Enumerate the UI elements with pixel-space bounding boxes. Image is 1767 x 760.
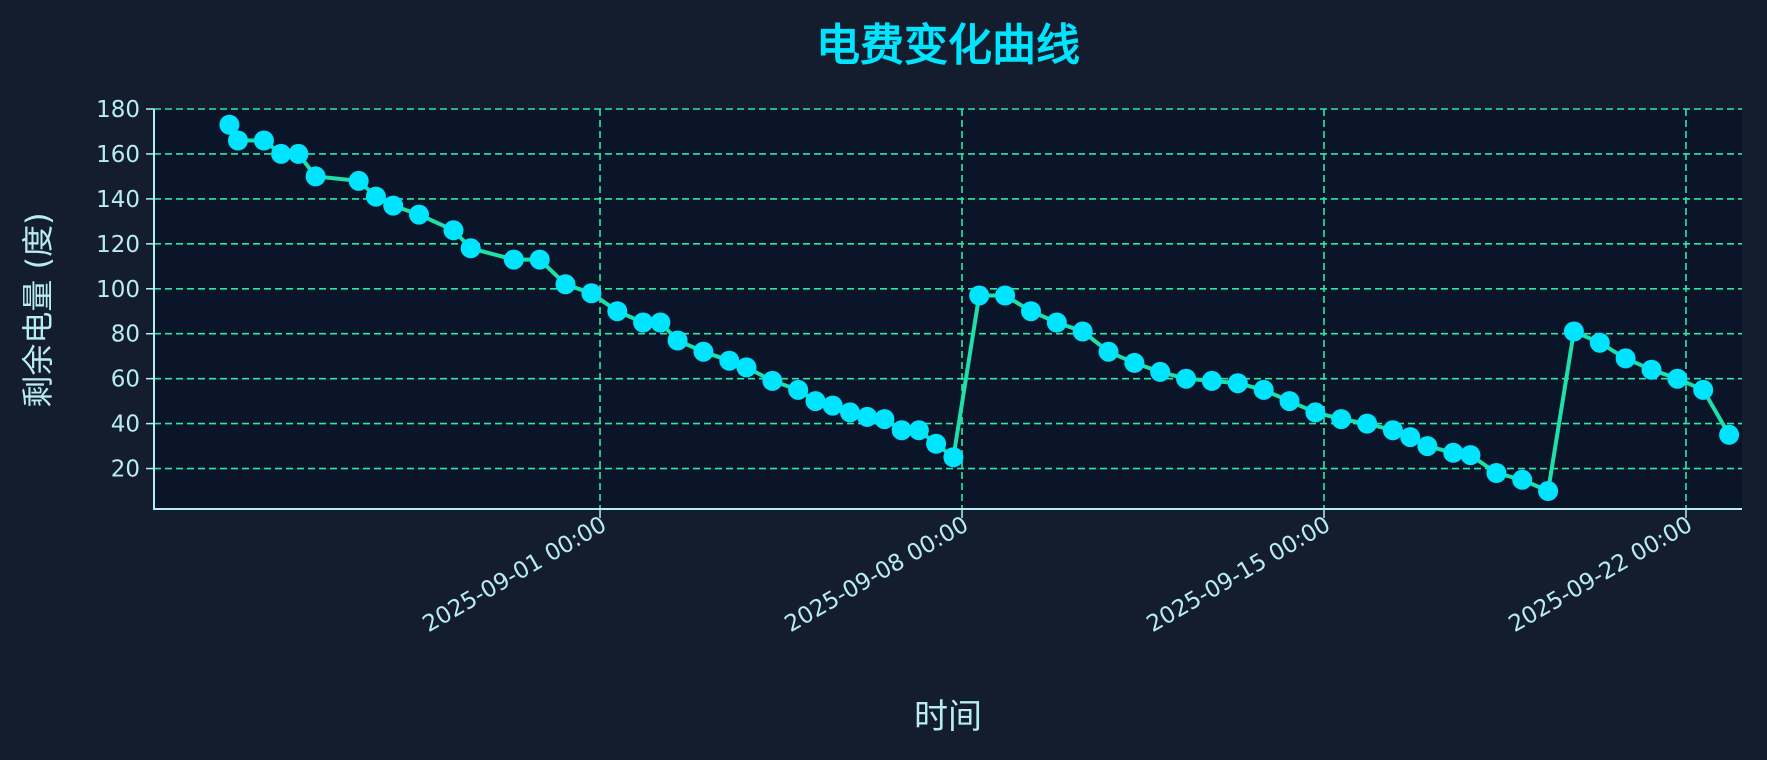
data-point [555,274,576,295]
grid-layer [154,108,1742,509]
data-point [409,204,429,225]
data-point [1641,359,1662,380]
data-point [1589,332,1610,353]
data-point [460,238,481,259]
y-axis-label: 剩余电量 (度) [19,212,57,407]
data-point [719,350,740,371]
data-point [969,285,990,306]
y-tick-label: 40 [111,412,140,438]
data-point [1719,424,1740,445]
data-point [908,420,929,441]
y-tick-label: 140 [96,187,140,213]
data-point [1046,312,1067,333]
x-axis-label: 时间 [914,697,982,737]
x-tick-label: 2025-09-22 00:00 [1504,512,1696,638]
data-point [1512,469,1533,490]
chart-title: 电费变化曲线 [816,20,1080,71]
plot-area [154,109,1742,509]
data-point [788,379,809,400]
data-point [288,143,309,164]
data-point [1693,379,1714,400]
data-point [1486,463,1507,483]
data-point [736,357,757,378]
data-point [1150,361,1171,382]
y-tick-label: 120 [96,232,140,258]
x-ticks: 2025-09-01 00:00 2025-09-08 00:00 2025-09-… [419,509,1697,638]
data-point [503,249,524,270]
data-point [1305,402,1326,423]
data-point [943,447,964,468]
data-point [693,341,714,362]
data-point [650,312,671,333]
data-point [253,130,274,151]
x-tick-label: 2025-09-15 00:00 [1142,512,1334,638]
data-point [1227,373,1248,394]
data-point [219,114,240,135]
data-point [633,312,654,333]
data-point [228,130,248,151]
data-point [1538,481,1559,501]
y-tick-label: 20 [111,457,140,483]
data-point [1124,352,1145,373]
y-tick-label: 60 [111,367,140,393]
data-point [667,330,688,351]
data-point [822,395,843,416]
x-tick-label: 2025-09-01 00:00 [419,512,611,638]
data-point [581,283,602,304]
data-point [891,420,912,441]
data-point [1072,321,1093,342]
data-point [365,186,386,207]
data-point [1417,436,1438,457]
data-point [529,249,550,270]
data-point [383,195,404,216]
y-tick-label: 180 [96,97,140,123]
data-point [1667,368,1688,389]
data-point [874,409,895,430]
data-point [1201,370,1222,391]
data-point [1563,321,1584,342]
data-point [443,220,464,241]
data-point [1331,409,1352,430]
data-point [1176,368,1197,389]
data-point [926,433,947,454]
data-point [805,391,826,412]
data-point [348,170,369,191]
data-point [271,143,292,164]
data-point [857,406,878,427]
data-point [1253,379,1274,400]
y-tick-label: 100 [96,277,140,303]
y-tick-label: 160 [96,142,140,168]
data-point [762,370,783,391]
data-point [1357,413,1378,434]
data-point [1460,445,1481,466]
data-point [305,166,326,187]
y-ticks: 20 40 60 80 100 120 140 160 180 [96,97,154,483]
data-point [1443,442,1464,463]
data-point [1098,341,1119,362]
data-point [1615,348,1636,369]
data-point [1279,391,1300,412]
data-point [995,285,1016,306]
data-point [1021,301,1041,322]
data-point [607,301,628,322]
x-tick-label: 2025-09-08 00:00 [781,512,973,638]
y-tick-label: 80 [111,322,140,348]
marker-layer [219,114,1740,501]
data-point [1382,420,1403,441]
data-point [1400,427,1421,448]
data-point [840,402,860,423]
